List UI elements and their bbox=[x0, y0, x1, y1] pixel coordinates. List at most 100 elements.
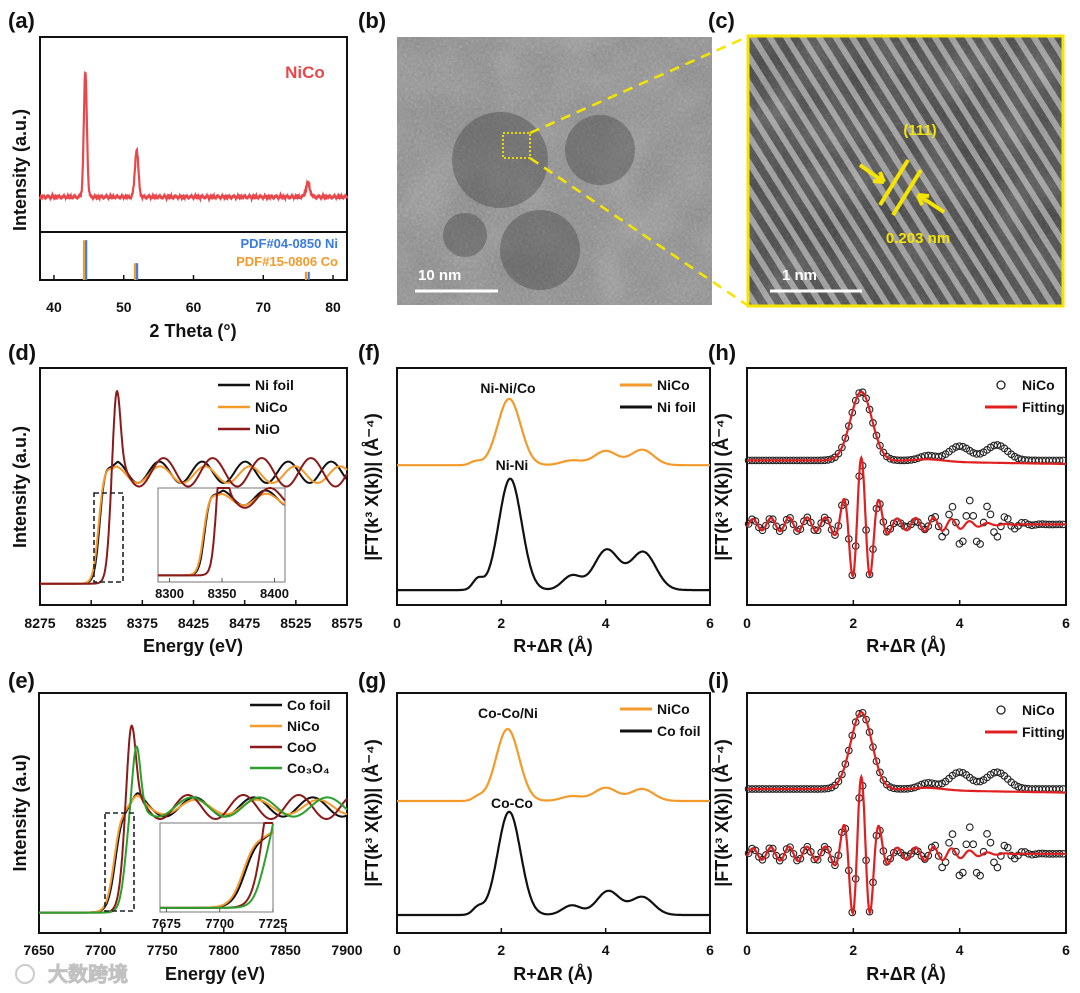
series-line-co-o- bbox=[160, 823, 274, 909]
data-point bbox=[976, 540, 984, 548]
y-axis-label: |FT(k³ X(k))| (Å⁻⁴) bbox=[712, 739, 732, 886]
data-point bbox=[983, 502, 991, 511]
plot-frame bbox=[746, 367, 1067, 606]
inset-frame bbox=[157, 487, 286, 583]
x-tick-label: 60 bbox=[186, 299, 202, 315]
data-point bbox=[965, 496, 974, 505]
series-line-ni-foil bbox=[397, 477, 710, 592]
data-point bbox=[803, 513, 812, 522]
tem-noise bbox=[397, 37, 712, 305]
x-tick-label: 7800 bbox=[208, 942, 239, 958]
x-tick-label: 8275 bbox=[24, 615, 55, 631]
zoom-region-box bbox=[104, 812, 135, 912]
reference-bar bbox=[304, 271, 308, 280]
x-tick-label: 0 bbox=[393, 942, 401, 958]
legend-label: NiO bbox=[255, 421, 280, 437]
zoom-region-box bbox=[93, 492, 124, 583]
inset-x-tick-label: 8300 bbox=[155, 586, 184, 601]
x-tick-label: 50 bbox=[116, 299, 132, 315]
panel-label: (c) bbox=[708, 8, 735, 33]
series-line-nico bbox=[38, 70, 349, 204]
data-point bbox=[876, 441, 884, 450]
data-point bbox=[983, 829, 991, 838]
x-axis-label: Energy (eV) bbox=[143, 636, 243, 656]
legend-label: Fitting bbox=[1022, 399, 1065, 415]
series-line-fitting bbox=[747, 390, 1066, 466]
x-axis-label: R+ΔR (Å) bbox=[513, 636, 592, 656]
x-axis-label: R+ΔR (Å) bbox=[866, 964, 945, 984]
data-point bbox=[972, 777, 981, 786]
legend-label: NiCo bbox=[657, 377, 690, 393]
zoom-guide-line bbox=[529, 35, 748, 135]
x-axis-label: R+ΔR (Å) bbox=[513, 964, 592, 984]
chart-a: 40 50 60 70 80 2 Theta (°) Intensity (a.u.) NiC… bbox=[10, 36, 349, 341]
inset-chart: 7675 7700 7725 bbox=[152, 822, 287, 931]
x-tick-label: 0 bbox=[393, 615, 401, 631]
data-point bbox=[817, 848, 826, 857]
panel-label: (h) bbox=[708, 340, 736, 365]
data-point bbox=[948, 502, 957, 511]
nanoparticle bbox=[452, 112, 548, 208]
nanoparticle bbox=[500, 210, 580, 290]
data-point bbox=[938, 863, 946, 872]
reference-legend: PDF#15-0806 Co bbox=[236, 254, 338, 269]
legend-label: NiCo bbox=[255, 399, 288, 415]
x-axis-label: Energy (eV) bbox=[165, 964, 265, 984]
peak-annotation: Ni-Ni/Co bbox=[480, 380, 535, 396]
data-point bbox=[945, 510, 953, 519]
legend-label: Co foil bbox=[657, 723, 701, 739]
arrow-icon bbox=[916, 193, 946, 214]
data-point bbox=[1014, 454, 1023, 463]
data-point bbox=[997, 522, 1005, 531]
chart-i: 0 2 4 6 R+ΔR (Å) |FT(k³ X(k))| (Å⁻⁴) NiCo Fitti… bbox=[712, 692, 1070, 984]
data-point bbox=[962, 840, 971, 849]
data-point bbox=[838, 770, 846, 779]
data-point bbox=[986, 510, 995, 519]
nanoparticle bbox=[565, 115, 635, 185]
data-point bbox=[796, 525, 805, 534]
data-point bbox=[789, 520, 798, 529]
d-spacing-label: 0.203 nm bbox=[886, 230, 950, 247]
series-line-ni-foil bbox=[40, 460, 348, 585]
legend-marker bbox=[996, 705, 1006, 715]
inset-chart: 8300 8350 8400 bbox=[155, 487, 289, 601]
scale-bar-label: 10 nm bbox=[418, 267, 461, 284]
data-point bbox=[948, 830, 957, 839]
data-point bbox=[976, 777, 984, 786]
plot-frame bbox=[396, 692, 711, 934]
x-tick-label: 6 bbox=[1062, 615, 1070, 631]
x-tick-label: 7700 bbox=[85, 942, 116, 958]
data-point bbox=[1003, 514, 1012, 523]
chart-d: 8275 8325 8375 8425 8475 8525 8575 Energy (eV) I… bbox=[10, 367, 363, 656]
data-point bbox=[831, 861, 839, 870]
tem-image-b: 10 nm bbox=[397, 35, 748, 307]
data-point bbox=[959, 868, 967, 877]
image-noise bbox=[747, 37, 1063, 305]
y-axis-label: Intensity (a.u) bbox=[10, 754, 30, 871]
data-point bbox=[779, 853, 788, 861]
x-tick-label: 6 bbox=[1062, 942, 1070, 958]
data-point bbox=[938, 532, 946, 541]
data-point bbox=[824, 845, 832, 854]
x-tick-label: 4 bbox=[602, 615, 610, 631]
x-tick-label: 8575 bbox=[331, 615, 362, 631]
data-point bbox=[834, 777, 843, 786]
x-tick-label: 8425 bbox=[178, 615, 209, 631]
x-tick-label: 7850 bbox=[270, 942, 301, 958]
data-point bbox=[803, 842, 812, 851]
data-point bbox=[955, 768, 964, 777]
data-point bbox=[969, 840, 978, 849]
panel-label: (e) bbox=[8, 668, 35, 693]
data-point bbox=[806, 848, 815, 856]
x-tick-label: 8325 bbox=[76, 615, 107, 631]
x-tick-label: 8375 bbox=[127, 615, 158, 631]
data-point bbox=[1017, 848, 1026, 856]
plot-frame bbox=[746, 692, 1067, 934]
legend-marker bbox=[996, 380, 1006, 390]
data-point bbox=[886, 783, 895, 791]
series-line-nico bbox=[397, 397, 710, 467]
data-point bbox=[751, 846, 760, 855]
legend-label: NiCo bbox=[1022, 377, 1055, 393]
x-tick-label: 0 bbox=[743, 615, 751, 631]
y-axis-label: Intensity (a.u.) bbox=[10, 109, 30, 231]
